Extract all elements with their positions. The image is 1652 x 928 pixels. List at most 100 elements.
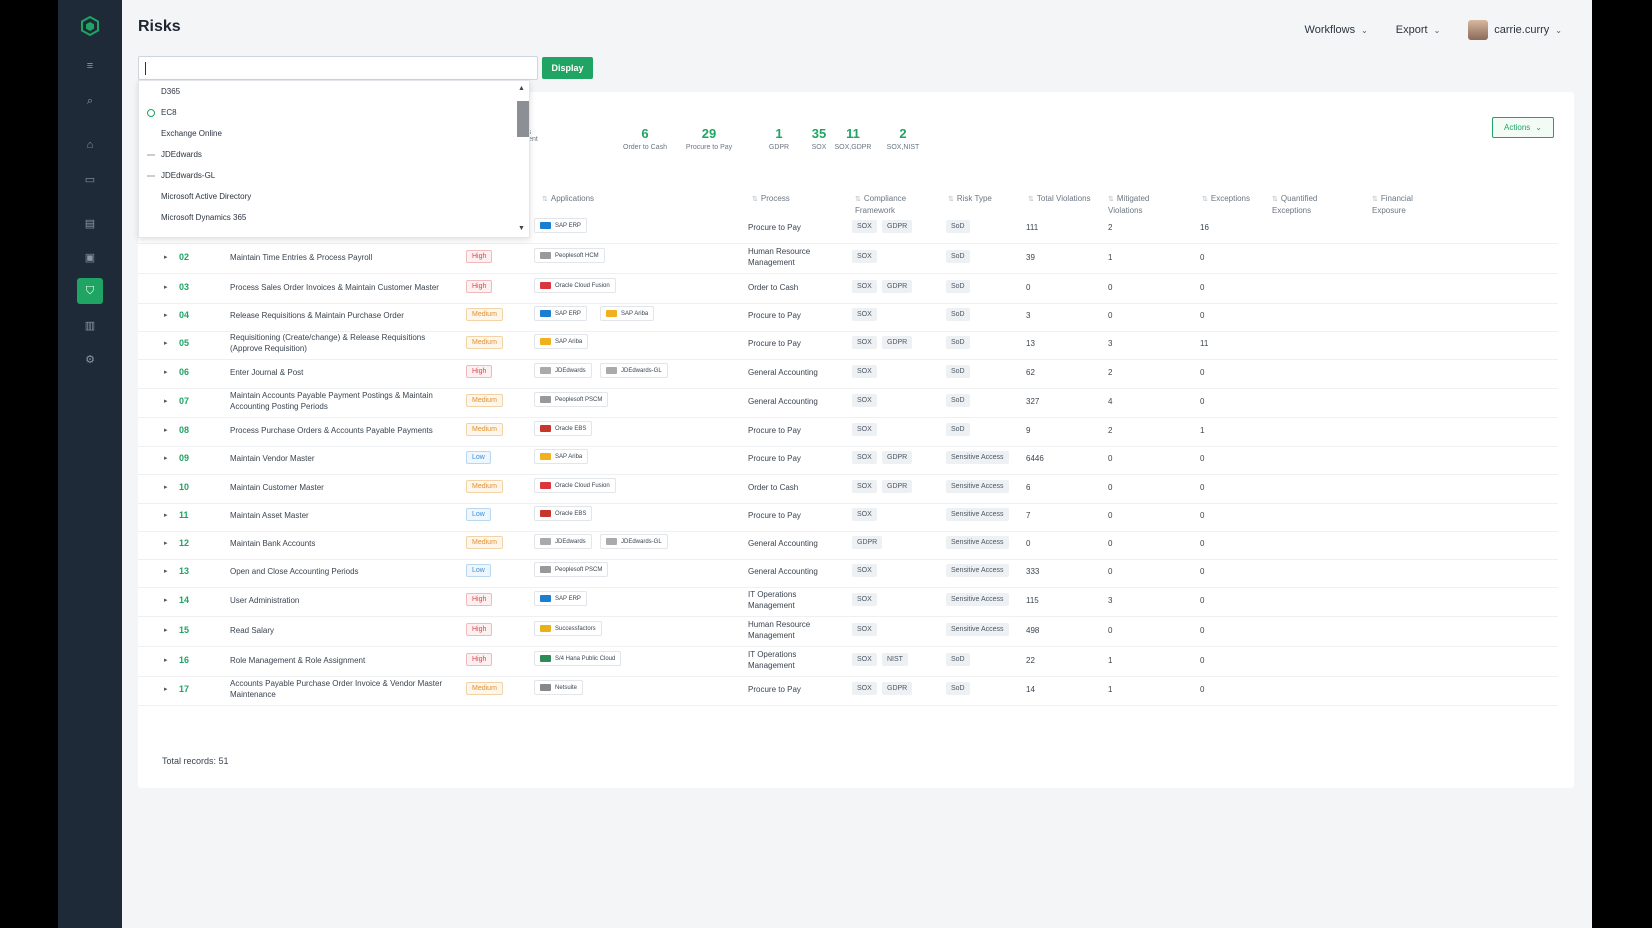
compliance-framework-header[interactable]: ⇅ Compliance Framework (855, 193, 921, 216)
table-row[interactable] (138, 417, 1558, 447)
risk-id[interactable]: 05 (179, 338, 190, 348)
table-row[interactable] (138, 587, 1558, 617)
expand-row-icon[interactable]: ▸ (164, 597, 168, 604)
application-chip[interactable]: S/4 Hana Public Cloud (534, 651, 622, 666)
risk-id[interactable]: 02 (179, 252, 190, 262)
application-chip[interactable]: Oracle EBS (534, 421, 593, 436)
application-chip[interactable]: Successfactors (534, 621, 602, 636)
expand-row-icon[interactable]: ▸ (164, 627, 168, 634)
application-chip[interactable]: JDEdwards-GL (600, 534, 668, 549)
table-row[interactable] (138, 502, 1558, 532)
sort-icon[interactable]: ⇅ (752, 196, 758, 203)
dropdown-scrollbar[interactable]: ▲ ▼ (515, 85, 529, 235)
expand-row-icon[interactable]: ▸ (164, 398, 168, 405)
application-chip[interactable]: JDEdwards-GL (600, 363, 668, 378)
table-row[interactable] (138, 617, 1558, 647)
risk-id[interactable]: 07 (179, 396, 190, 406)
expand-row-icon[interactable]: ▸ (164, 455, 168, 462)
table-row[interactable] (138, 676, 1558, 706)
table-row[interactable] (138, 274, 1558, 304)
expand-row-icon[interactable]: ▸ (164, 340, 168, 347)
risk-id[interactable]: 12 (179, 538, 190, 548)
expand-row-icon[interactable]: ▸ (164, 484, 168, 491)
dropdown-option[interactable]: EC8 (147, 108, 177, 117)
search-icon[interactable]: ⌕ (86, 94, 94, 107)
table-row[interactable] (138, 474, 1558, 504)
application-chip[interactable]: SAP Ariba (534, 449, 589, 464)
expand-row-icon[interactable]: ▸ (164, 254, 168, 261)
risk-id[interactable]: 11 (179, 510, 189, 520)
expand-row-icon[interactable]: ▸ (164, 312, 168, 319)
scroll-up-icon[interactable]: ▲ (518, 85, 525, 92)
table-row[interactable] (138, 558, 1558, 588)
actions-button[interactable]: Actions ⌄ (1492, 117, 1554, 138)
sort-icon[interactable]: ⇅ (1108, 196, 1114, 203)
sort-icon[interactable]: ⇅ (1372, 196, 1378, 203)
table-row[interactable] (138, 244, 1558, 274)
application-chip[interactable]: JDEdwards (534, 534, 592, 549)
risk-id[interactable]: 13 (179, 566, 190, 576)
expand-row-icon[interactable]: ▸ (164, 540, 168, 547)
risk-id[interactable]: 17 (179, 684, 190, 694)
risk-id[interactable]: 14 (179, 595, 190, 605)
inbox-icon[interactable]: ▭ (84, 173, 96, 186)
table-row[interactable] (138, 388, 1558, 418)
summary-stat[interactable]: 11 SOX,GDPR (818, 126, 888, 151)
expand-row-icon[interactable]: ▸ (164, 512, 168, 519)
scroll-down-icon[interactable]: ▼ (518, 225, 525, 232)
display-button[interactable]: Display (542, 57, 593, 79)
application-chip[interactable]: Oracle EBS (534, 506, 593, 521)
workflows-menu[interactable]: Workflows ⌄ (1304, 24, 1368, 36)
table-row[interactable] (138, 330, 1558, 360)
shield-icon[interactable]: ⛉ (77, 278, 103, 304)
expand-row-icon[interactable]: ▸ (164, 284, 168, 291)
risk-id[interactable]: 06 (179, 367, 190, 377)
application-chip[interactable]: SAP Ariba (600, 306, 655, 321)
lock-icon[interactable]: ▣ (84, 251, 96, 264)
summary-stat[interactable]: 6 Order to Cash (610, 126, 680, 151)
risk-id[interactable]: 03 (179, 282, 190, 292)
summary-stat[interactable]: 1 GDPR (744, 126, 814, 151)
dropdown-option[interactable]: JDEdwards-GL (147, 171, 215, 180)
risk-id[interactable]: 16 (179, 655, 190, 665)
applications-header[interactable]: ⇅ Applications (542, 193, 608, 205)
application-chip[interactable]: JDEdwards (534, 363, 592, 378)
application-chip[interactable]: Peoplesoft PSCM (534, 392, 609, 407)
exceptions-header[interactable]: ⇅ Exceptions (1202, 193, 1268, 205)
risk-id[interactable]: 15 (179, 625, 190, 635)
table-row[interactable] (138, 647, 1558, 677)
risk-id[interactable]: 09 (179, 453, 190, 463)
process-header[interactable]: ⇅ Process (752, 193, 818, 205)
application-chip[interactable]: SAP ERP (534, 218, 587, 233)
sort-icon[interactable]: ⇅ (1202, 196, 1208, 203)
financial-exposure-header[interactable]: ⇅ Financial Exposure (1372, 193, 1438, 216)
brand-logo-icon[interactable] (80, 16, 100, 36)
risk-id[interactable]: 10 (179, 482, 190, 492)
summary-stat[interactable]: 35 SOX (784, 126, 854, 151)
application-chip[interactable]: SAP ERP (534, 591, 587, 606)
application-chip[interactable]: SAP Ariba (534, 334, 589, 349)
dropdown-option[interactable]: Exchange Online (147, 129, 222, 138)
home-icon[interactable]: ⌂ (86, 139, 94, 151)
mitigated-violations-header[interactable]: ⇅ Mitigated Violations (1108, 193, 1174, 216)
application-chip[interactable]: SAP ERP (534, 306, 587, 321)
dropdown-option[interactable]: JDEdwards (147, 150, 202, 159)
quantified-exceptions-header[interactable]: ⇅ Quantified Exceptions (1272, 193, 1338, 216)
dropdown-option[interactable]: Microsoft Active Directory (147, 192, 251, 201)
table-row[interactable] (138, 359, 1558, 389)
expand-row-icon[interactable]: ▸ (164, 369, 168, 376)
risk-id[interactable]: 04 (179, 310, 190, 320)
export-menu[interactable]: Export ⌄ (1395, 24, 1441, 36)
risk-id[interactable]: 08 (179, 425, 190, 435)
report-icon[interactable]: ▥ (84, 319, 96, 332)
table-row[interactable] (138, 530, 1558, 560)
table-row[interactable] (138, 214, 1558, 244)
application-chip[interactable]: Peoplesoft HCM (534, 248, 605, 263)
settings-icon[interactable]: ⚙ (85, 353, 95, 366)
expand-row-icon[interactable]: ▸ (164, 686, 168, 693)
dropdown-option[interactable]: Microsoft Dynamics 365 (147, 213, 246, 222)
dropdown-option[interactable]: D365 (147, 87, 180, 96)
expand-row-icon[interactable]: ▸ (164, 568, 168, 575)
menu-icon[interactable]: ≡ (86, 60, 94, 72)
application-search-input[interactable] (138, 56, 538, 80)
